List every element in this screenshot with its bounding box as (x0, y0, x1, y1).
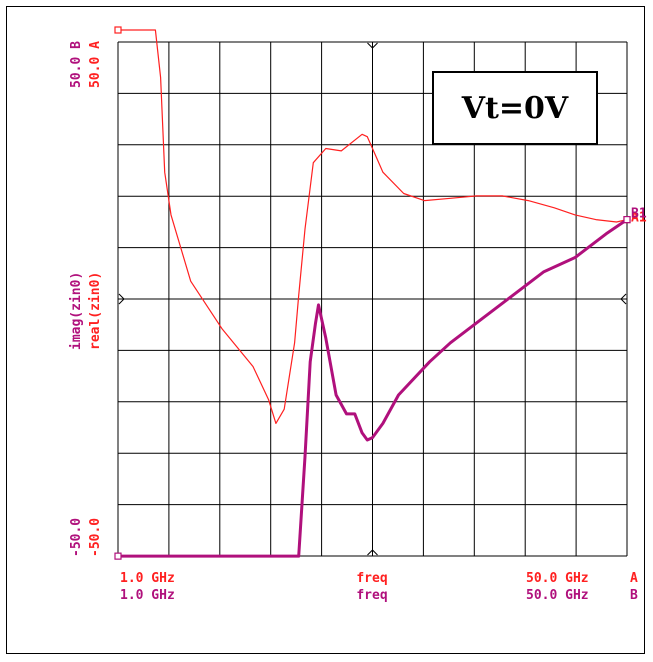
x-axis-label-a: freq (356, 571, 387, 586)
annotation-box: Vt=0V (432, 71, 598, 145)
x-tag-b: B (630, 588, 638, 603)
center-tick (620, 293, 627, 305)
x-end-label-a: 50.0 GHz (526, 571, 589, 586)
annotation-text: Vt=0V (461, 90, 569, 126)
center-tick (367, 42, 378, 49)
series-line-b1 (118, 218, 628, 558)
series-label-b1: B1 (631, 207, 647, 222)
series-layer (114, 26, 631, 560)
x-end-label-b: 50.0 GHz (526, 588, 589, 603)
center-tick (118, 293, 125, 305)
y-axis-label-b: imag(zin0) (69, 272, 84, 350)
center-tick (367, 549, 378, 556)
x-start-label-a: 1.0 GHz (120, 571, 175, 586)
series-marker-b1-start (114, 552, 122, 560)
x-start-label-b: 1.0 GHz (120, 588, 175, 603)
y-top-label-b: 50.0 B (69, 41, 84, 88)
y-bottom-label-a: -50.0 (88, 518, 103, 557)
x-axis-label-b: freq (356, 588, 387, 603)
series-marker-a1-start (114, 26, 122, 34)
y-top-label-a: 50.0 A (88, 41, 103, 88)
y-bottom-label-b: -50.0 (69, 518, 84, 557)
series-label-a1: A1 (631, 211, 647, 226)
x-tag-a: A (630, 571, 638, 586)
series-marker-b1-end (623, 216, 631, 224)
chart-frame (6, 6, 645, 654)
y-axis-label-a: real(zin0) (88, 272, 103, 350)
series-line-a1 (118, 29, 628, 424)
